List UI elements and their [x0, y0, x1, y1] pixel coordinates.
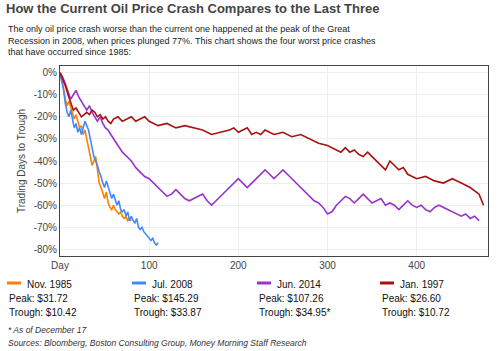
svg-text:0%: 0% [43, 67, 58, 78]
svg-text:-30%: -30% [34, 133, 57, 144]
svg-text:-20%: -20% [34, 111, 57, 122]
svg-text:-80%: -80% [34, 244, 57, 255]
svg-text:Jan. 1997: Jan. 1997 [400, 279, 444, 290]
svg-text:Jul. 2008: Jul. 2008 [152, 279, 193, 290]
svg-text:Trading Days to Trough: Trading Days to Trough [16, 109, 27, 213]
svg-text:300: 300 [319, 260, 336, 271]
svg-text:-70%: -70% [34, 222, 57, 233]
svg-text:200: 200 [230, 260, 247, 271]
svg-text:Peak: $26.60: Peak: $26.60 [382, 293, 441, 304]
svg-text:Trough: $34.95*: Trough: $34.95* [259, 307, 330, 318]
svg-text:-10%: -10% [34, 89, 57, 100]
svg-text:Trough: $33.87: Trough: $33.87 [134, 307, 202, 318]
svg-text:400: 400 [408, 260, 425, 271]
svg-text:-50%: -50% [34, 178, 57, 189]
svg-text:Nov. 1985: Nov. 1985 [27, 279, 72, 290]
svg-text:Peak: $145.29: Peak: $145.29 [134, 293, 199, 304]
svg-text:How the Current Oil Price Cras: How the Current Oil Price Crash Compares… [6, 1, 379, 16]
svg-text:Trough: $10.42: Trough: $10.42 [9, 307, 77, 318]
svg-text:100: 100 [141, 260, 158, 271]
svg-text:Peak: $107.26: Peak: $107.26 [259, 293, 324, 304]
svg-text:-40%: -40% [34, 156, 57, 167]
svg-text:Jun. 2014: Jun. 2014 [277, 279, 321, 290]
svg-text:Peak: $31.72: Peak: $31.72 [9, 293, 68, 304]
svg-text:The only oil price crash worse: The only oil price crash worse than the … [8, 24, 376, 57]
svg-text:-60%: -60% [34, 200, 57, 211]
svg-text:* As of December 17: * As of December 17 [8, 325, 86, 335]
svg-text:Trough: $10.72: Trough: $10.72 [382, 307, 450, 318]
svg-text:Sources: Bloomberg, Boston Con: Sources: Bloomberg, Boston Consulting Gr… [8, 338, 307, 348]
svg-text:Day: Day [51, 260, 69, 271]
